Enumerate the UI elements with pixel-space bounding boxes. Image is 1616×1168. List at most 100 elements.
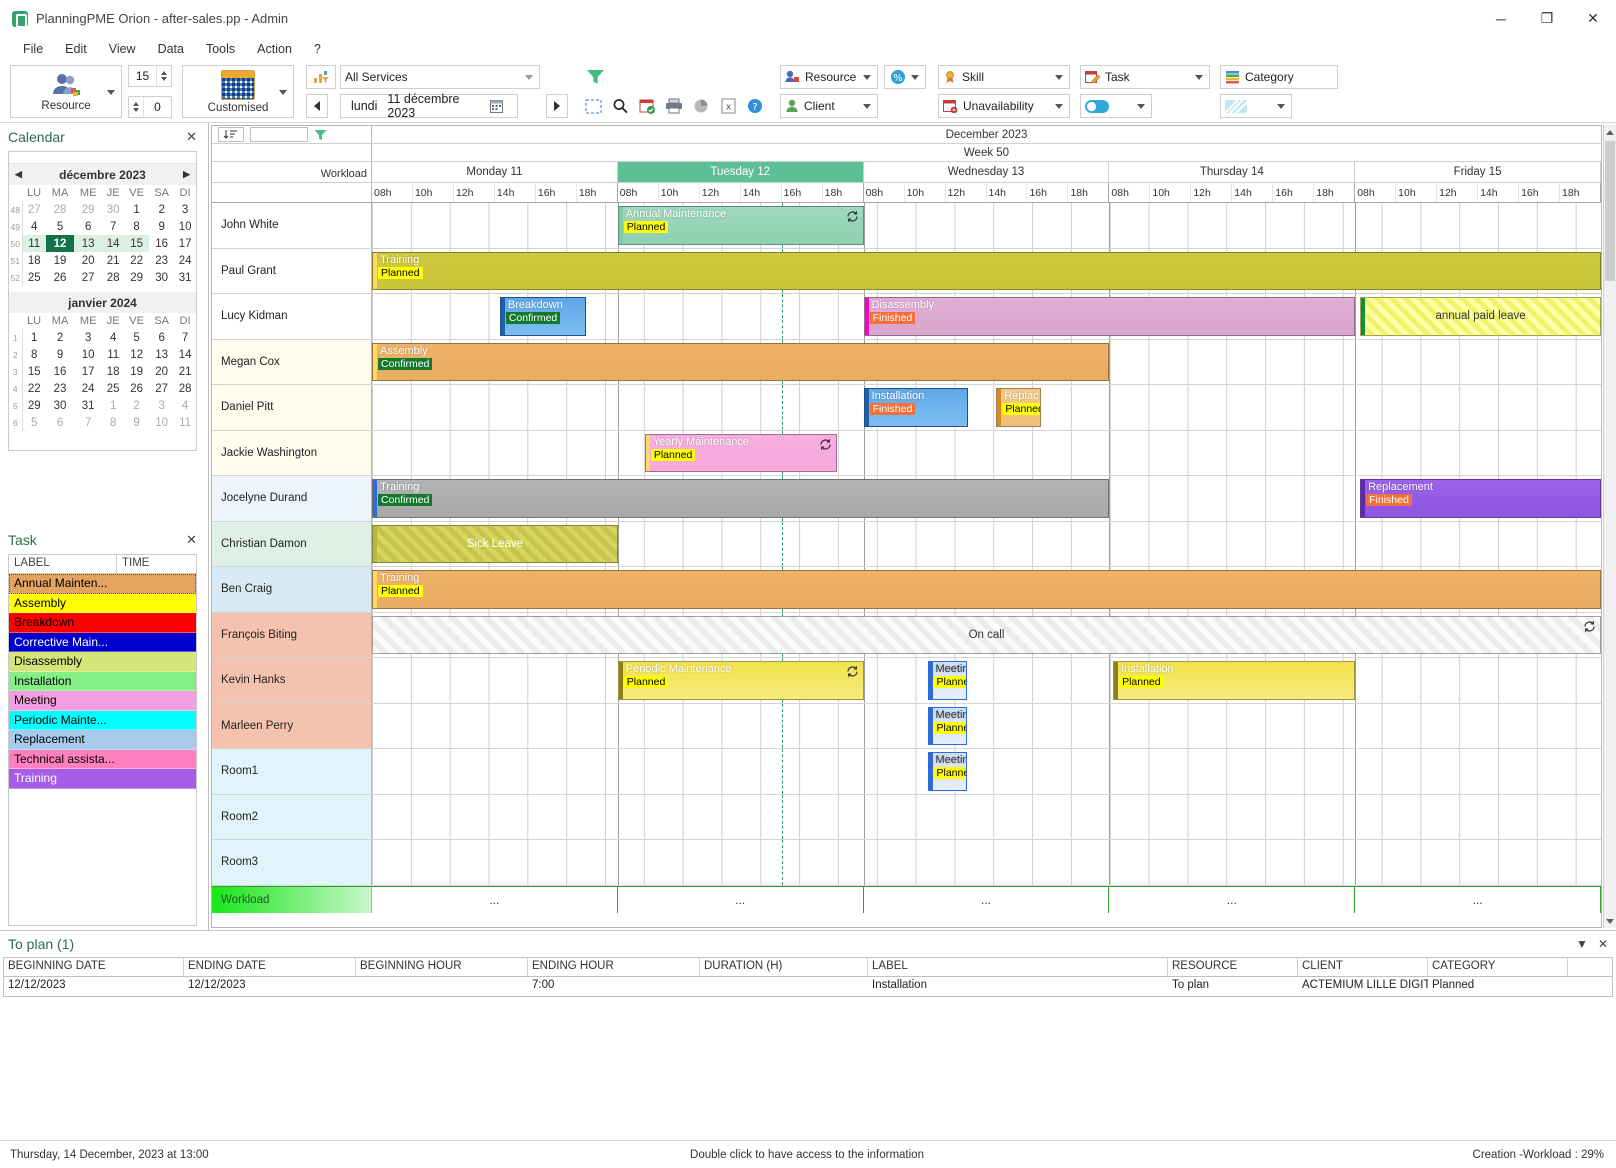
chevron-down-icon[interactable]: [107, 89, 115, 95]
client-combo[interactable]: Client: [780, 94, 878, 118]
calendar-day[interactable]: 27: [81, 271, 95, 284]
calendar-day[interactable]: 12: [130, 348, 144, 361]
gantt-row-track[interactable]: On call: [372, 612, 1601, 657]
gantt-task-bar[interactable]: Periodic Maintenance Planned: [617, 661, 864, 700]
calendar-day[interactable]: 26: [130, 382, 144, 395]
close-button[interactable]: ✕: [1587, 10, 1599, 26]
to-plan-column-header[interactable]: LABEL: [868, 958, 1168, 976]
gantt-row-track[interactable]: Yearly Maintenance Planned: [372, 430, 1601, 475]
calendar-day[interactable]: 4: [109, 331, 117, 344]
calendar-day[interactable]: 21: [178, 365, 192, 378]
task-legend-item[interactable]: Technical assista...: [9, 749, 196, 769]
chevron-down-icon[interactable]: [1055, 103, 1063, 109]
gantt-task-bar[interactable]: Training Planned: [372, 570, 1601, 609]
resource-name-cell[interactable]: Daniel Pitt: [212, 385, 372, 430]
calendar-day[interactable]: 24: [178, 254, 192, 267]
close-icon[interactable]: ✕: [186, 532, 197, 547]
unavailability-combo[interactable]: Unavailability: [938, 94, 1070, 118]
gantt-task-bar[interactable]: MeetinPlanned: [927, 752, 967, 791]
calendar-day[interactable]: 3: [158, 399, 165, 412]
gantt-task-bar[interactable]: MeetinPlanned: [927, 706, 967, 745]
minimize-button[interactable]: ─: [1496, 10, 1506, 27]
chevron-down-icon[interactable]: [1195, 74, 1203, 80]
resource-name-cell[interactable]: Kevin Hanks: [212, 658, 372, 703]
calendar-day[interactable]: 25: [106, 382, 120, 395]
gantt-day-header-cell[interactable]: Wednesday 13: [863, 162, 1110, 182]
to-plan-row[interactable]: 12/12/2023 12/12/2023 7:00 Installation To p…: [4, 977, 1612, 996]
task-legend-item[interactable]: Breakdown: [9, 613, 196, 633]
gantt-task-bar[interactable]: Replacement Finished: [1360, 479, 1601, 518]
resource-name-cell[interactable]: François Biting: [212, 612, 372, 657]
select-rect-button[interactable]: [580, 94, 606, 118]
resource-name-cell[interactable]: Room1: [212, 749, 372, 794]
calendar-day[interactable]: 8: [109, 416, 117, 429]
resource-name-cell[interactable]: Jocelyne Durand: [212, 476, 372, 521]
resource-name-cell[interactable]: Room2: [212, 794, 372, 839]
chevron-down-icon[interactable]: [525, 74, 533, 80]
chevron-down-icon[interactable]: [863, 74, 871, 80]
calendar-day[interactable]: 3: [84, 331, 92, 344]
close-icon[interactable]: ✕: [1597, 937, 1608, 951]
gantt-task-bar[interactable]: Installation Finished: [863, 388, 969, 427]
to-plan-column-header[interactable]: DURATION (H): [700, 958, 868, 976]
menu-item-view[interactable]: View: [108, 42, 136, 56]
gantt-row-track[interactable]: Training Planned: [372, 248, 1601, 293]
calendar-day[interactable]: 4: [31, 220, 38, 233]
calendar-day[interactable]: 8: [31, 348, 38, 361]
check-plan-button[interactable]: [634, 94, 660, 118]
calendar-day[interactable]: 15: [124, 235, 150, 252]
calendar-day[interactable]: 27: [155, 382, 169, 395]
calendar-day[interactable]: 29: [27, 399, 41, 412]
resource-name-cell[interactable]: Megan Cox: [212, 339, 372, 384]
calendar-day[interactable]: 13: [155, 348, 169, 361]
funnel-icon[interactable]: [314, 129, 327, 141]
gantt-row-track[interactable]: MeetinPlanned: [372, 749, 1601, 794]
calendar-day[interactable]: 1: [109, 399, 117, 412]
calendar-day[interactable]: 2: [56, 331, 64, 344]
chevron-down-icon[interactable]: [1277, 103, 1285, 109]
calendar-day[interactable]: 11: [179, 416, 192, 429]
calendar-day[interactable]: 29: [81, 203, 95, 216]
task-legend-item[interactable]: Replacement: [9, 730, 196, 750]
gantt-task-bar[interactable]: Installation Planned: [1113, 661, 1356, 700]
chevron-down-icon[interactable]: ▼: [1576, 937, 1588, 951]
calendar-day[interactable]: 11: [22, 235, 46, 252]
resource-name-cell[interactable]: Jackie Washington: [212, 430, 372, 475]
calendar-day[interactable]: 28: [178, 382, 192, 395]
workload-cell[interactable]: ...: [1355, 886, 1601, 913]
calendar-day[interactable]: 6: [56, 416, 64, 429]
gantt-task-bar[interactable]: On call: [372, 615, 1601, 654]
gantt-day-header-cell[interactable]: Thursday 14: [1109, 162, 1356, 182]
calendar-day[interactable]: 8: [133, 220, 140, 233]
calendar-day[interactable]: 13: [74, 235, 103, 252]
resource-view-button[interactable]: Resource: [10, 65, 122, 118]
offset-spinner[interactable]: 0: [128, 96, 172, 118]
services-combo[interactable]: All Services: [340, 65, 540, 89]
resource-name-cell[interactable]: John White: [212, 203, 372, 248]
previous-period-button[interactable]: [306, 94, 328, 118]
menu-item-help[interactable]: ?: [313, 42, 321, 56]
gantt-row-track[interactable]: Installation Finished Replac Planned: [372, 385, 1601, 430]
calendar-day[interactable]: 2: [158, 203, 165, 216]
calendar-day[interactable]: 19: [53, 254, 67, 267]
chevron-down-icon[interactable]: [1055, 74, 1063, 80]
calendar-day[interactable]: 29: [130, 271, 144, 284]
calendar-day[interactable]: 4: [181, 399, 189, 412]
close-icon[interactable]: ✕: [186, 129, 197, 144]
gantt-task-bar[interactable]: MeetinPlanned: [927, 661, 967, 700]
task-legend-item[interactable]: Periodic Mainte...: [9, 710, 196, 730]
calendar-day[interactable]: 30: [155, 271, 169, 284]
statistics-button[interactable]: [688, 94, 714, 118]
gantt-task-bar[interactable]: Replac Planned: [996, 388, 1041, 427]
calendar-day[interactable]: 10: [178, 220, 192, 233]
task-combo[interactable]: Task: [1080, 65, 1210, 89]
calendar-day[interactable]: 20: [81, 254, 95, 267]
resource-name-cell[interactable]: Ben Craig: [212, 567, 372, 612]
calendar-day[interactable]: 6: [84, 220, 92, 233]
gantt-day-header-cell[interactable]: Monday 11: [372, 162, 618, 182]
gantt-day-header-cell[interactable]: Tuesday 12: [617, 162, 864, 182]
rows-spinner[interactable]: 15: [128, 65, 172, 87]
calendar-day[interactable]: 1: [31, 331, 38, 344]
percent-button[interactable]: %: [884, 65, 926, 89]
